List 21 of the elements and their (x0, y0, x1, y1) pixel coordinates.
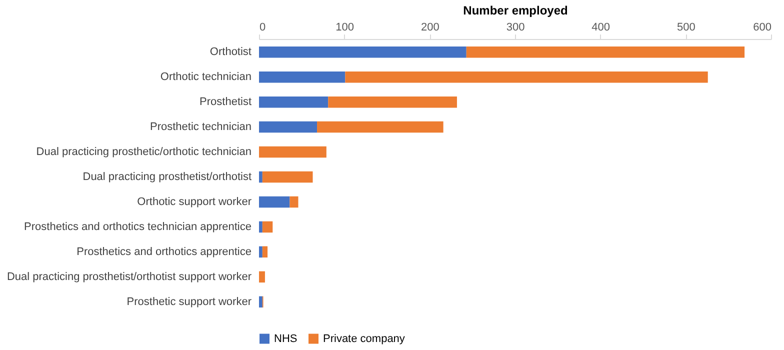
y-tick-label: Prosthetic technician (150, 121, 252, 134)
x-tick-label: 0 (260, 22, 266, 34)
y-tick-label: Orthotic technician (160, 71, 252, 84)
y-tick-label: Dual practicing prosthetic/orthotic technician (36, 146, 252, 158)
y-tick-label: Prosthetics and orthotics technician apprentice (24, 220, 252, 233)
y-tick-label: Prosthetist (200, 96, 252, 108)
x-tick-label: 100 (336, 22, 354, 34)
legend-label: Private company (323, 332, 406, 345)
y-tick-label: Dual practicing prosthetist/orthotist support worker (6, 270, 252, 283)
y-tick-label: Prosthetic support worker (126, 296, 252, 308)
x-tick-label: 200 (420, 22, 440, 34)
x-tick-label: 500 (676, 22, 696, 34)
legend-label: NHS (274, 332, 298, 345)
x-tick-label: 400 (592, 22, 610, 34)
y-tick-label: Prosthetics and orthotics apprentice (76, 246, 252, 258)
y-tick-label: Dual practicing prosthetist/orthotist (82, 171, 252, 183)
x-axis-title: Number employed (463, 4, 568, 18)
x-tick-label: 600 (753, 22, 772, 34)
y-tick-label: Orthotist (210, 46, 252, 58)
x-tick-label: 300 (506, 22, 525, 34)
y-tick-label: Orthotic support worker (137, 196, 252, 208)
